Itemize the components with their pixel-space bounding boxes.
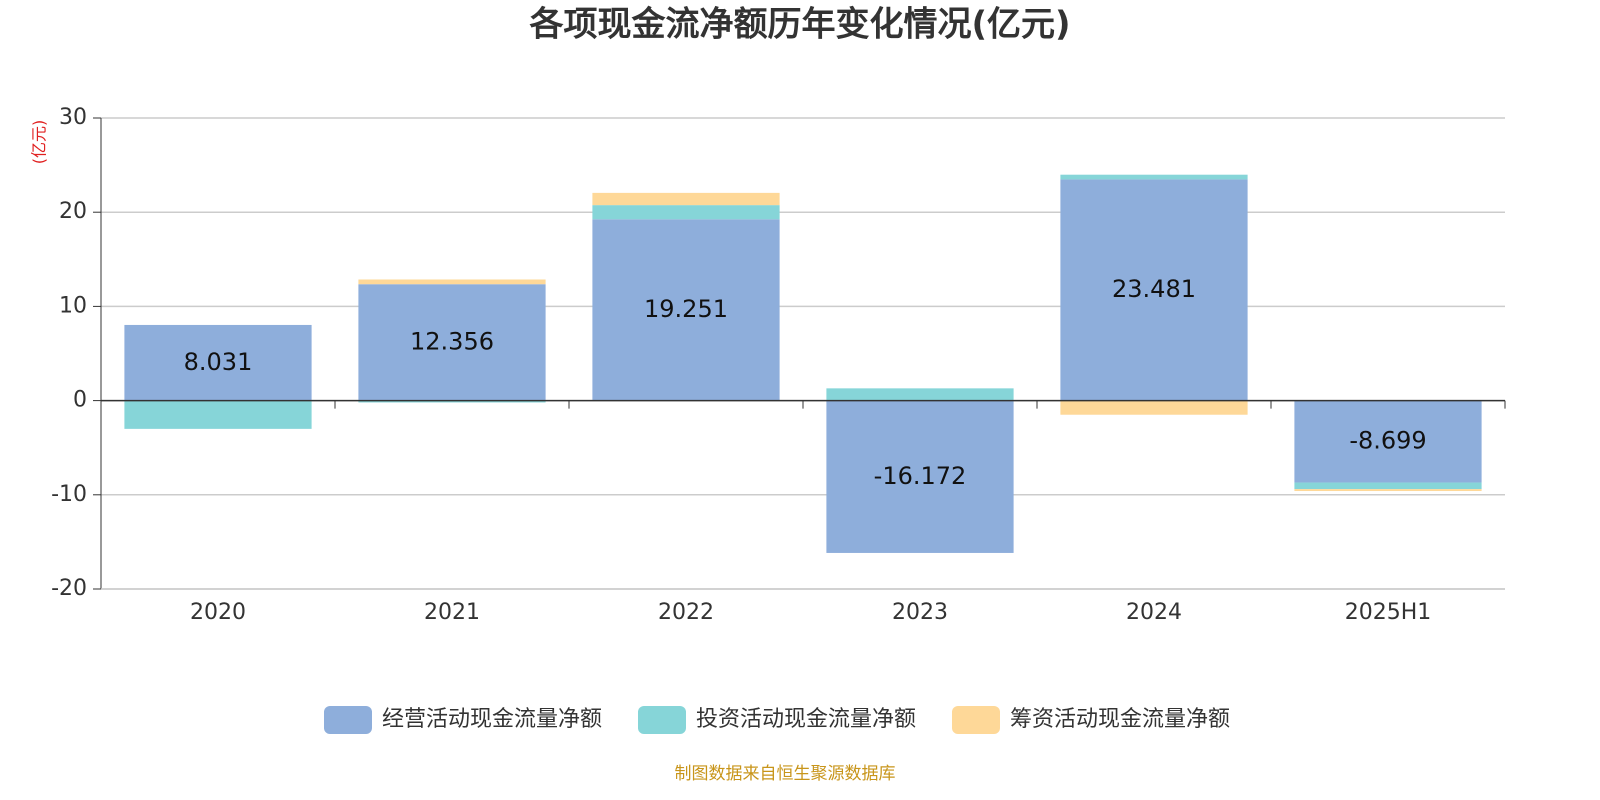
bar (826, 400, 1014, 553)
bar (1060, 179, 1248, 401)
bar (124, 324, 312, 401)
legend-label: 投资活动现金流量净额 (696, 707, 916, 732)
bar (1294, 482, 1482, 490)
bar (358, 400, 546, 403)
data-label: -16.172 (874, 462, 967, 490)
bar (592, 192, 780, 206)
source-note: 制图数据来自恒生聚源数据库 (675, 764, 896, 784)
bar (592, 219, 780, 401)
bar (592, 205, 780, 220)
x-tick-label: 2025H1 (1345, 600, 1432, 625)
x-tick-label: 2022 (658, 600, 714, 625)
y-tick-label: -10 (51, 482, 87, 507)
data-label: 23.481 (1112, 275, 1196, 303)
x-tick-label: 2020 (190, 600, 246, 625)
bar (1060, 174, 1248, 180)
bar (1294, 489, 1482, 492)
data-label: -8.699 (1349, 427, 1426, 455)
y-axis-label: (亿元) (30, 120, 49, 165)
legend-label: 筹资活动现金流量净额 (1010, 707, 1230, 732)
legend-swatch (324, 706, 372, 734)
bar (358, 284, 546, 401)
data-label: 8.031 (184, 348, 253, 376)
y-tick-label: 30 (59, 105, 87, 130)
x-tick-label: 2023 (892, 600, 948, 625)
bar (358, 279, 546, 285)
data-label: 12.356 (410, 327, 494, 355)
x-tick-label: 2021 (424, 600, 480, 625)
legend-swatch (638, 706, 686, 734)
x-tick-label: 2024 (1126, 600, 1182, 625)
bar (826, 388, 1014, 401)
legend-label: 经营活动现金流量净额 (382, 707, 602, 732)
chart-title: 各项现金流净额历年变化情况(亿元) (529, 5, 1070, 45)
bar (1294, 400, 1482, 483)
legend-swatch (952, 706, 1000, 734)
y-tick-label: -20 (51, 576, 87, 601)
y-tick-label: 10 (59, 293, 87, 318)
y-tick-label: 0 (73, 388, 87, 413)
bar (124, 400, 312, 429)
bar (1060, 400, 1248, 415)
y-tick-label: 20 (59, 199, 87, 224)
data-label: 19.251 (644, 295, 728, 323)
